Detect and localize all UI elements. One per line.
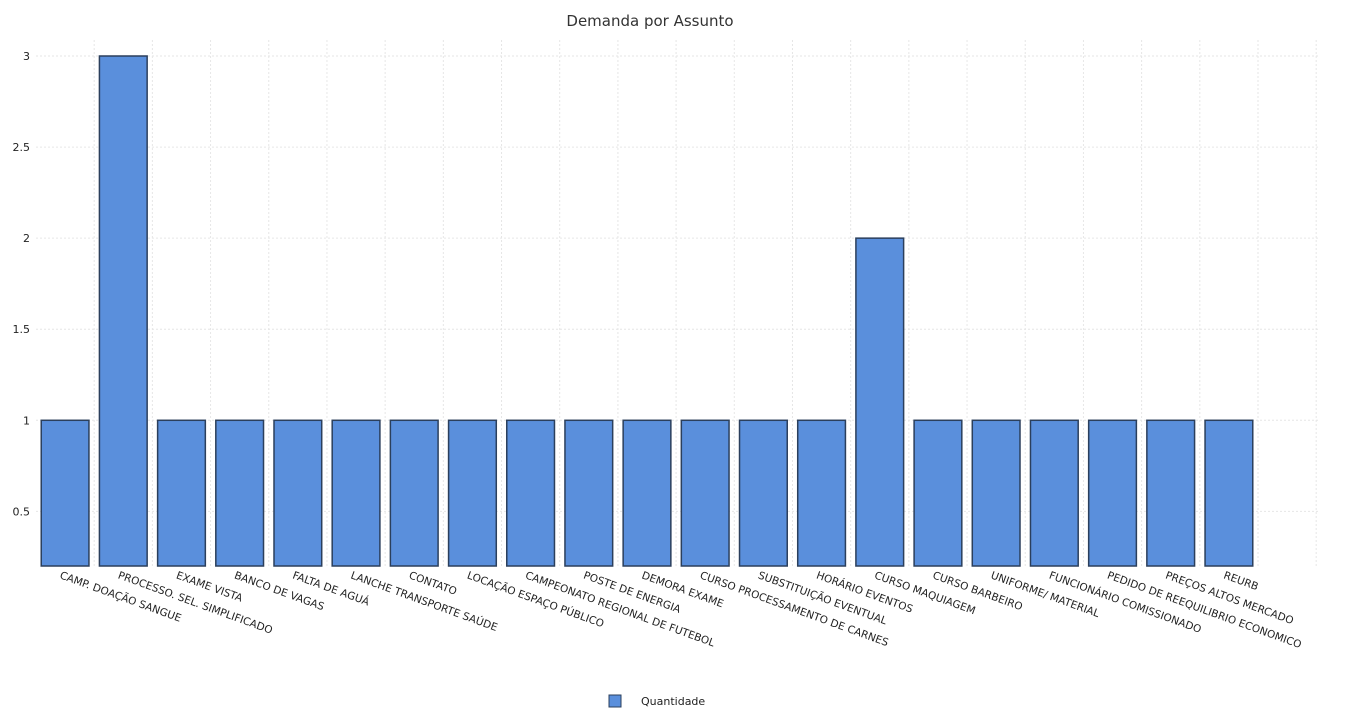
bar — [855, 237, 905, 567]
chart-title: Demanda por Assunto — [566, 12, 733, 30]
y-tick-label: 3 — [23, 50, 30, 63]
legend: Quantidade — [608, 694, 705, 708]
bar — [389, 419, 439, 567]
bar — [273, 419, 323, 567]
bar — [622, 419, 672, 567]
bar — [40, 419, 90, 567]
bar — [215, 419, 265, 567]
bar — [564, 419, 614, 567]
bar — [447, 419, 498, 567]
bar — [1146, 419, 1196, 567]
bar — [331, 419, 381, 567]
bar — [1029, 419, 1079, 567]
bar — [796, 419, 847, 567]
bar — [506, 419, 556, 567]
y-axis-ticks: 0.5 1 1.5 2 2.5 3 — [13, 50, 31, 518]
bar — [1087, 419, 1138, 567]
bar — [98, 55, 148, 567]
y-tick-label: 2.5 — [13, 141, 31, 154]
bars — [40, 55, 1254, 567]
y-tick-label: 0.5 — [13, 505, 31, 518]
x-tick-label: CURSO MAQUIAGEM — [873, 570, 977, 618]
y-tick-label: 1 — [23, 414, 30, 427]
bar — [738, 419, 788, 567]
legend-swatch — [608, 694, 622, 708]
bar — [971, 419, 1021, 567]
y-tick-label: 1.5 — [13, 323, 31, 336]
legend-label: Quantidade — [641, 695, 705, 708]
bar — [913, 419, 963, 567]
x-tick-label: REURB — [1222, 570, 1260, 594]
bar — [156, 419, 207, 567]
bar — [680, 419, 730, 567]
y-tick-label: 2 — [23, 232, 30, 245]
bar — [1204, 419, 1254, 567]
